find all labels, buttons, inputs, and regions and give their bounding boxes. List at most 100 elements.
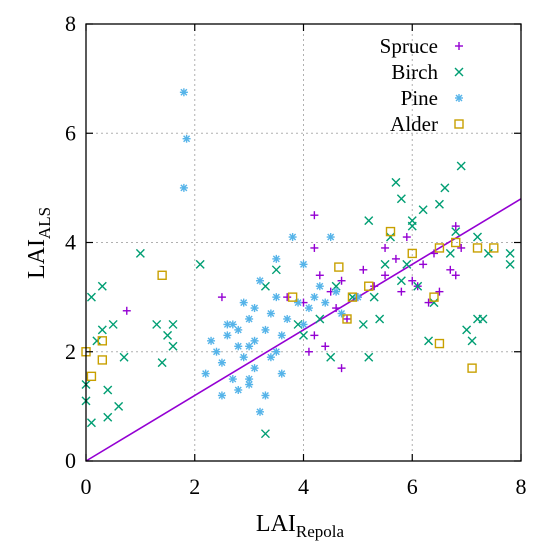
marker-stroke: [321, 299, 329, 307]
marker-stroke: [92, 336, 102, 346]
spruce-point: [451, 271, 460, 280]
birch-point: [391, 177, 401, 187]
marker-stroke: [440, 183, 450, 193]
marker-stroke: [305, 304, 313, 312]
birch-point: [326, 352, 336, 362]
spruce-point: [359, 265, 368, 274]
spruce-point: [332, 304, 341, 313]
birch-point: [157, 358, 167, 368]
axis-ticks: 0 2 4 6 8 0 2 4 6 8: [65, 11, 527, 499]
marker-stroke: [183, 135, 191, 143]
birch-point: [505, 259, 515, 269]
y-tick-label: 4: [65, 230, 76, 255]
marker-stroke: [380, 259, 390, 269]
alder-point: [472, 243, 483, 253]
birch-point: [119, 352, 129, 362]
marker-stroke: [326, 352, 336, 362]
marker-stroke: [483, 248, 493, 258]
grid-lines: [86, 24, 521, 461]
spruce-point: [310, 243, 319, 252]
spruce-point: [343, 314, 351, 323]
birch-point: [402, 259, 412, 269]
pine-point: [272, 254, 281, 263]
pine-point: [223, 320, 232, 329]
birch-point: [473, 314, 482, 324]
x-axis-label: LAIRepola: [256, 511, 345, 541]
pine-point: [250, 304, 259, 313]
marker-stroke: [451, 237, 461, 248]
marker-stroke: [240, 299, 248, 307]
spruce-point: [304, 347, 313, 356]
marker-stroke: [391, 177, 401, 187]
alder-point: [97, 355, 108, 365]
x-tick-label: 4: [298, 474, 309, 499]
marker-stroke: [386, 232, 395, 242]
marker-stroke: [223, 331, 231, 339]
marker-stroke: [195, 259, 205, 269]
alder-point: [334, 262, 344, 272]
spruce-point: [424, 298, 433, 307]
marker-stroke: [434, 243, 445, 253]
marker-stroke: [108, 319, 118, 329]
marker-stroke: [245, 342, 253, 350]
marker-stroke: [418, 205, 428, 215]
pine-point: [321, 298, 330, 307]
birch-point: [108, 319, 118, 329]
pine-point: [207, 336, 216, 345]
pine-point: [234, 342, 243, 351]
y-tick-label: 0: [65, 448, 76, 473]
marker-stroke: [402, 259, 412, 269]
spruce-point: [457, 243, 466, 252]
spruce-point: [337, 364, 346, 373]
marker-stroke: [451, 227, 461, 237]
spruce-point: [122, 306, 131, 315]
marker-stroke: [434, 338, 445, 349]
pine-point: [217, 358, 226, 367]
marker-stroke: [375, 314, 385, 324]
marker-stroke: [157, 270, 167, 280]
alder-point: [97, 336, 108, 346]
legend-marker-birch: [454, 67, 464, 77]
pine-point: [201, 369, 210, 378]
alder-point: [347, 292, 358, 302]
marker-stroke: [229, 375, 237, 383]
marker-stroke: [454, 67, 464, 77]
pine-point: [337, 309, 346, 318]
marker-stroke: [103, 412, 113, 422]
marker-stroke: [364, 281, 374, 291]
birch-point: [369, 292, 379, 302]
marker-stroke: [251, 304, 259, 312]
birch-point: [92, 336, 102, 346]
birch-point: [456, 161, 466, 171]
marker-stroke: [260, 281, 270, 291]
spruce-point: [310, 331, 319, 340]
y-tick-label: 6: [65, 120, 76, 145]
pine-point: [250, 364, 259, 373]
marker-stroke: [342, 314, 352, 324]
pine-point: [239, 353, 248, 362]
marker-stroke: [283, 315, 291, 323]
pine-point: [326, 233, 335, 242]
marker-stroke: [505, 248, 515, 258]
spruce-point: [381, 271, 390, 280]
pine-point: [182, 134, 191, 143]
birch-point: [396, 194, 406, 204]
pine-point: [217, 391, 226, 400]
marker-stroke: [240, 353, 248, 361]
alder-point: [86, 371, 97, 382]
marker-stroke: [327, 233, 335, 241]
data-points: [81, 88, 515, 439]
birch-point: [413, 281, 423, 291]
marker-stroke: [369, 292, 379, 302]
marker-stroke: [294, 299, 302, 307]
birch-point: [380, 259, 390, 269]
marker-stroke: [256, 408, 264, 416]
marker-stroke: [396, 276, 406, 286]
marker-stroke: [434, 199, 444, 209]
pine-point: [245, 314, 254, 323]
marker-stroke: [229, 320, 237, 328]
legend-marker-pine: [455, 94, 463, 102]
y-tick-label: 2: [65, 339, 76, 364]
marker-stroke: [358, 319, 368, 329]
marker-stroke: [234, 326, 242, 334]
